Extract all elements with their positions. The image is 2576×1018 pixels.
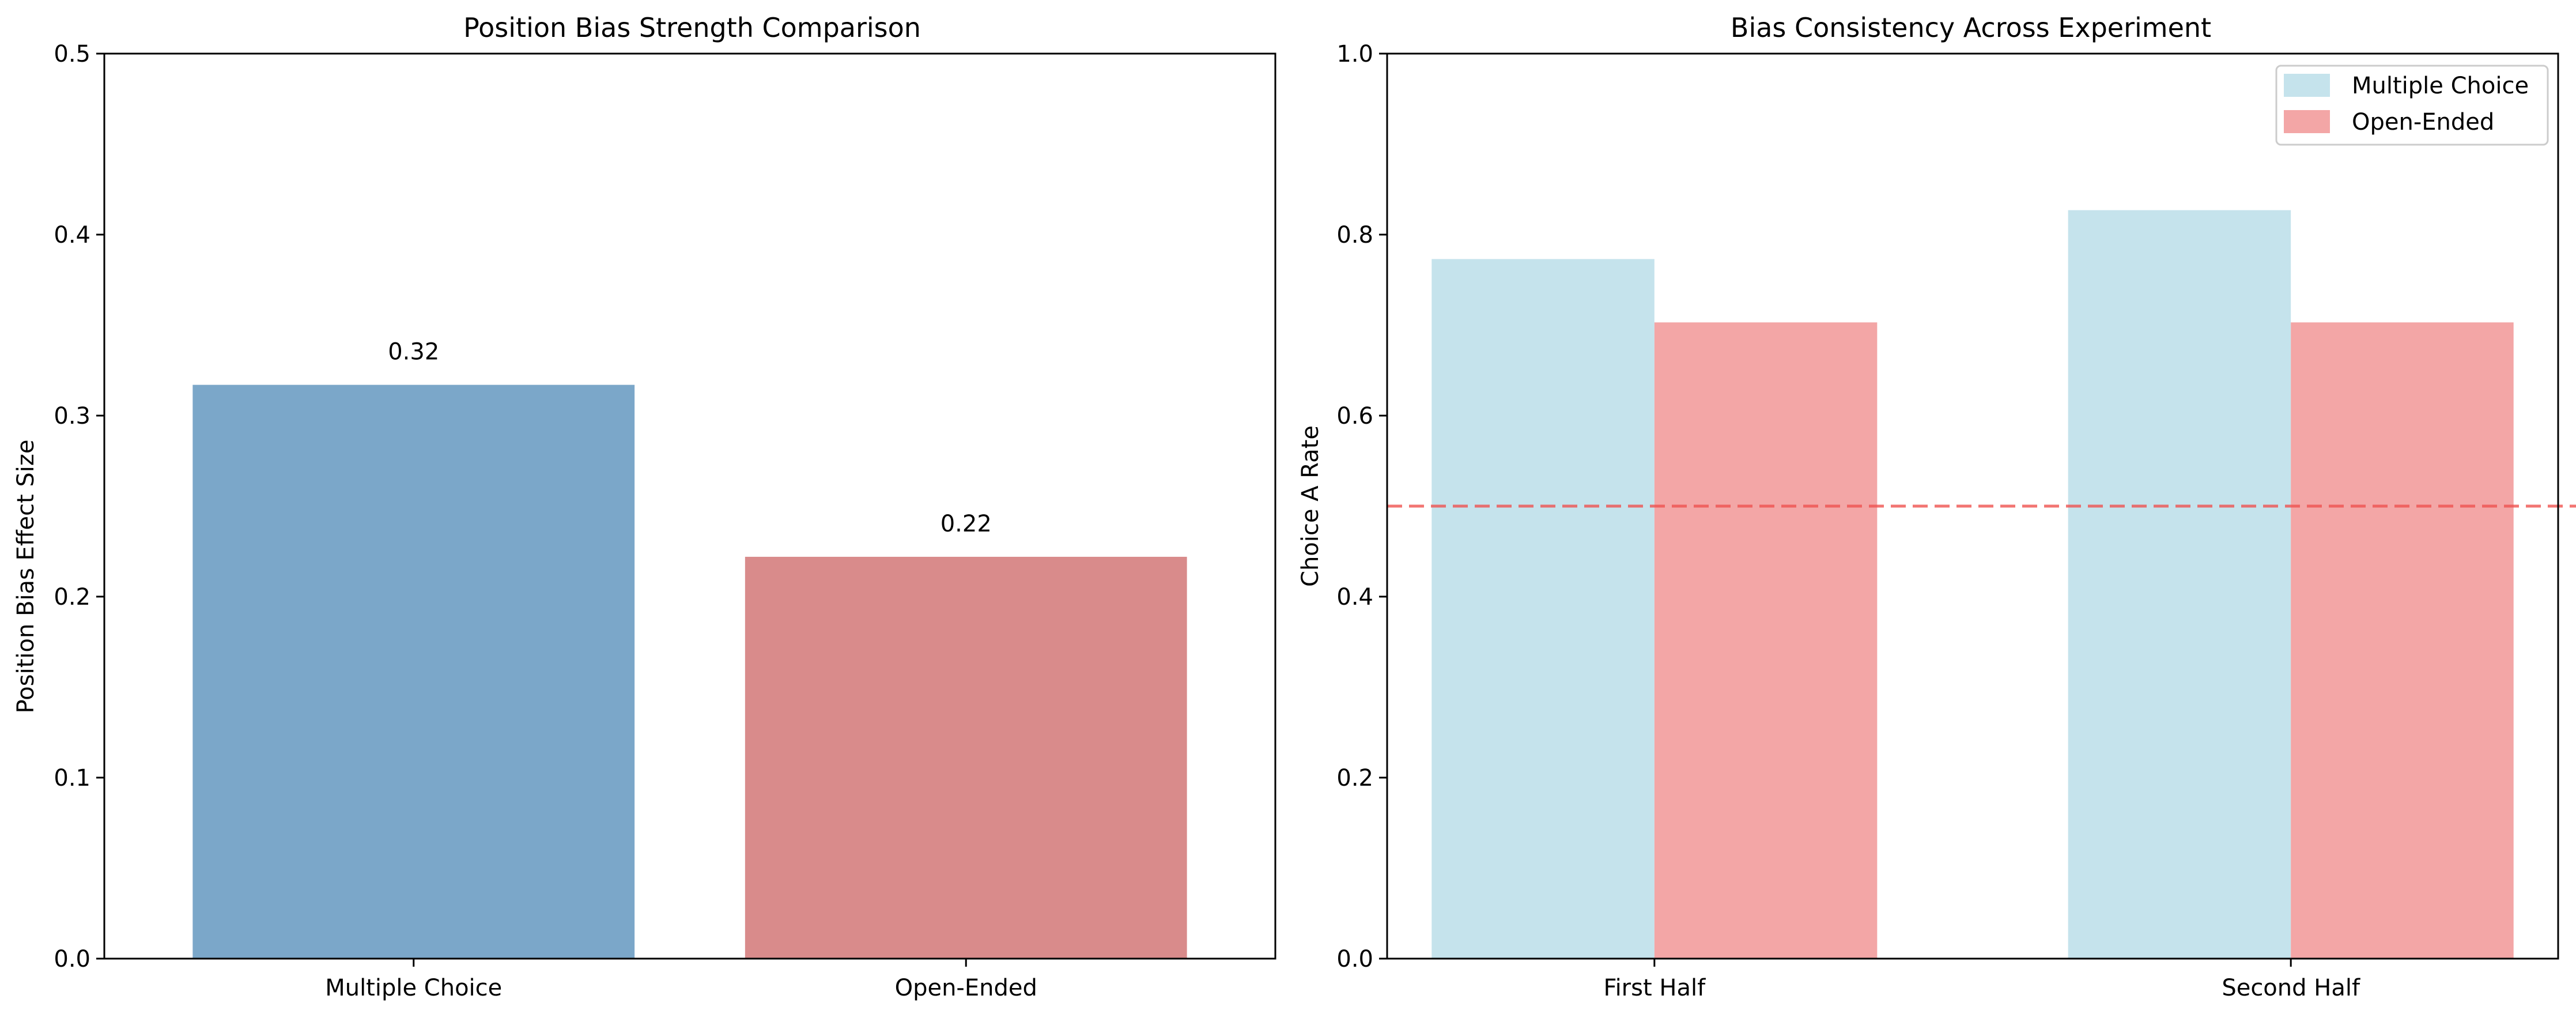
- ytick-label: 0.4: [1336, 584, 1373, 610]
- ytick-label: 0.6: [1336, 403, 1373, 429]
- chart1-ylabel: Position Bias Effect Size: [13, 439, 39, 713]
- chart2-yticks: 0.0 0.2 0.4 0.6 0.8 1.0: [1336, 41, 1387, 972]
- xtick-label-second-half: Second Half: [2222, 975, 2360, 1001]
- ytick-label: 0.5: [54, 41, 90, 67]
- ytick-label: 0.3: [54, 403, 90, 429]
- legend-box: [2275, 65, 2549, 146]
- chart1-plot-frame: [103, 52, 1276, 960]
- chart1-data-labels: 0.32 0.22: [388, 339, 992, 537]
- chart1-title: Position Bias Strength Comparison: [463, 12, 921, 43]
- ytick-label: 0.8: [1336, 222, 1373, 248]
- xtick-label-first-half: First Half: [1603, 975, 1706, 1001]
- data-label-multiple-choice: 0.32: [388, 339, 439, 365]
- chart1-yticks: 0.0 0.1 0.2 0.3 0.4 0.5: [54, 41, 104, 972]
- bar-multiple-choice-second-half: [2068, 210, 2291, 959]
- ytick-label: 0.4: [54, 222, 90, 248]
- bar-open-ended-first-half: [1654, 322, 1878, 959]
- xtick-label-multiple-choice: Multiple Choice: [325, 975, 502, 1001]
- chart2-plot-frame: [1386, 52, 2559, 960]
- bar-open-ended: [745, 556, 1187, 959]
- ytick-label: 0.1: [54, 765, 90, 791]
- ytick-label: 0.0: [54, 946, 90, 972]
- chart2-title: Bias Consistency Across Experiment: [1731, 12, 2211, 43]
- chart2-legend: Multiple Choice Open-Ended: [2275, 65, 2549, 146]
- bar-multiple-choice-first-half: [1431, 259, 1655, 959]
- chart-position-bias-strength: Position Bias Strength Comparison Positi…: [13, 12, 1276, 1001]
- chart2-bars: [1431, 210, 2514, 959]
- xtick-label-open-ended: Open-Ended: [895, 975, 1037, 1001]
- chart1-bars: [192, 384, 1187, 959]
- legend-label-multiple-choice: Multiple Choice: [2352, 73, 2529, 99]
- bar-open-ended-second-half: [2291, 322, 2514, 959]
- legend-swatch-open-ended: [2284, 110, 2330, 133]
- bar-multiple-choice: [192, 384, 635, 959]
- data-label-open-ended: 0.22: [940, 511, 992, 537]
- legend-label-open-ended: Open-Ended: [2352, 109, 2494, 135]
- chart-bias-consistency: Bias Consistency Across Experiment Choic…: [1297, 12, 2576, 1001]
- chart1-xticks: Multiple Choice Open-Ended: [325, 959, 1037, 1001]
- ytick-label: 0.0: [1336, 946, 1373, 972]
- chart2-xticks: First Half Second Half: [1603, 959, 2360, 1001]
- ytick-label: 1.0: [1336, 41, 1373, 67]
- legend-swatch-multiple-choice: [2284, 74, 2330, 97]
- ytick-label: 0.2: [1336, 765, 1373, 791]
- ytick-label: 0.2: [54, 584, 90, 610]
- chart2-ylabel: Choice A Rate: [1297, 425, 1324, 587]
